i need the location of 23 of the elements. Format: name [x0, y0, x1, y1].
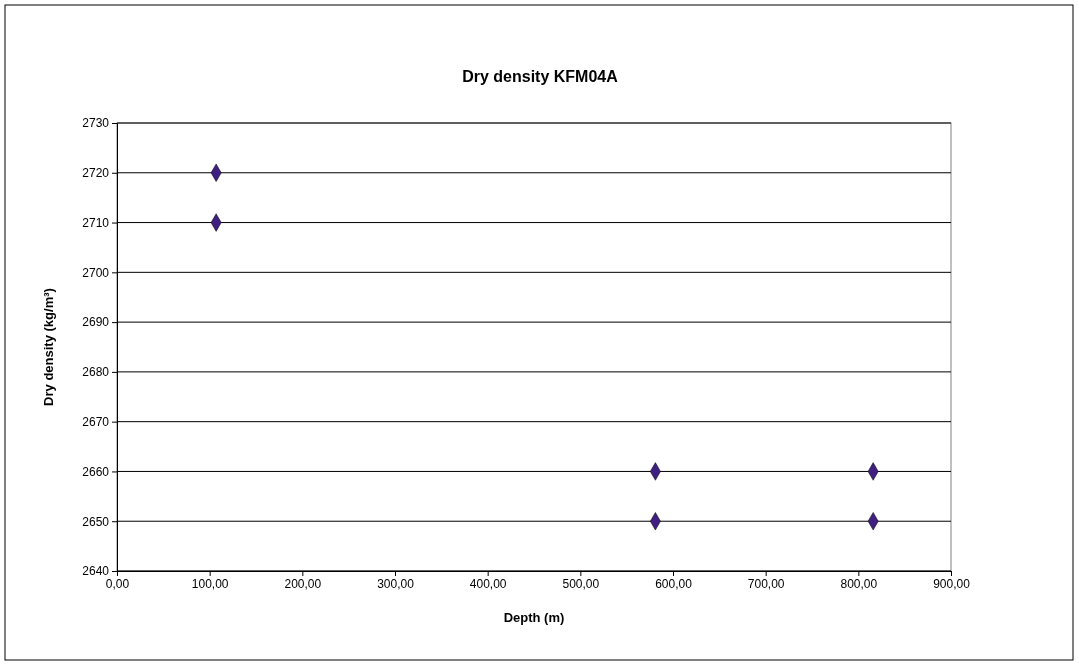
y-tick-label: 2680 — [82, 365, 110, 380]
y-tick-label: 2700 — [82, 265, 110, 280]
y-axis-title: Dry density (kg/m³) — [41, 288, 56, 406]
x-tick-label: 100,00 — [191, 576, 229, 591]
y-tick-label: 2710 — [82, 215, 110, 230]
x-tick-label: 600,00 — [655, 576, 693, 591]
x-axis-title: Depth (m) — [503, 610, 565, 625]
x-tick-label: 800,00 — [840, 576, 878, 591]
x-tick-label: 500,00 — [562, 576, 600, 591]
x-tick-label: 200,00 — [284, 576, 322, 591]
chart-title: Dry density KFM04A — [462, 68, 619, 85]
y-tick-label: 2690 — [82, 315, 110, 330]
x-tick-label: 0,00 — [105, 576, 130, 591]
x-tick-label: 300,00 — [377, 576, 415, 591]
x-tick-label: 700,00 — [747, 576, 785, 591]
y-tick-label: 2730 — [82, 116, 110, 131]
y-tick-label: 2660 — [82, 464, 110, 479]
x-tick-label: 900,00 — [933, 576, 971, 591]
y-tick-label: 2670 — [82, 415, 110, 430]
y-tick-label: 2720 — [82, 166, 110, 181]
y-tick-label: 2650 — [82, 514, 110, 529]
y-tick-label: 2640 — [82, 564, 110, 579]
x-tick-label: 400,00 — [469, 576, 507, 591]
